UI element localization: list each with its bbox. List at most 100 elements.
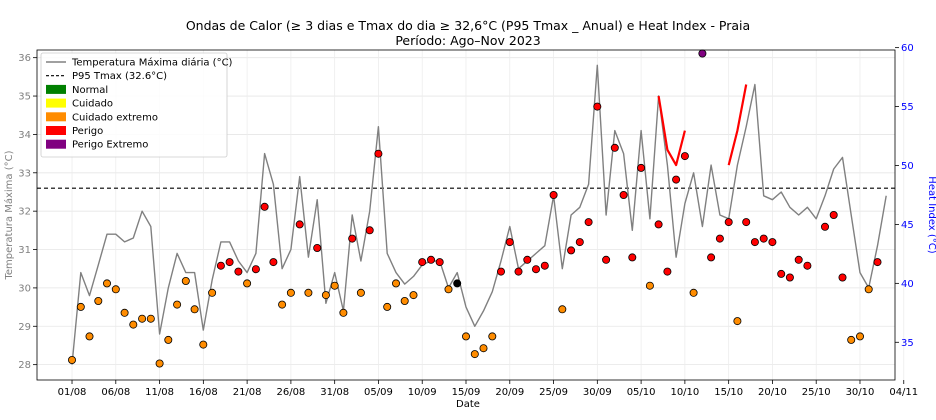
y-left-tick-label: 33 <box>18 168 31 179</box>
heat-index-point <box>356 288 365 297</box>
heat-index-point <box>759 234 768 243</box>
x-tick-label: 15/09 <box>452 387 481 398</box>
heat-index-point <box>435 258 444 267</box>
x-tick-label: 25/10 <box>802 387 831 398</box>
heat-index-point <box>76 302 85 311</box>
y-axis-left-title: Temperatura Máxima (°C) <box>3 150 15 280</box>
heat-index-point <box>838 273 847 282</box>
heat-index-point <box>330 281 339 290</box>
y-right-tick-label: 60 <box>901 43 914 54</box>
heat-wave-segment <box>657 95 686 167</box>
x-tick-label: 05/10 <box>627 387 656 398</box>
tmax-line-layer <box>71 64 887 365</box>
heat-index-point <box>514 267 523 276</box>
heat-index-point <box>208 288 217 297</box>
x-tick-label: 20/09 <box>495 387 524 398</box>
heat-index-point <box>803 261 812 270</box>
heat-index-point <box>733 317 742 326</box>
x-tick-label: 04/11 <box>889 387 918 398</box>
y-axis-right-title: Heat Index (°C) <box>926 176 936 253</box>
heat-index-point <box>68 355 77 364</box>
heat-index-point <box>216 261 225 270</box>
chart-title-line1: Ondas de Calor (≥ 3 dias e Tmax do dia ≥… <box>186 18 750 33</box>
legend-swatch-patch <box>46 139 66 149</box>
heat-index-point <box>409 291 418 300</box>
heat-index-point <box>173 300 182 309</box>
y-right-tick-label: 40 <box>901 279 914 290</box>
heat-index-point <box>479 344 488 353</box>
heat-index-point <box>540 261 549 270</box>
heat-index-point <box>523 255 532 264</box>
heat-index-point <box>496 267 505 276</box>
x-axis: 01/08 06/08 11/08 16/08 21/08 26/08 31/08 05/09… <box>58 380 918 398</box>
heat-index-point <box>575 238 584 247</box>
heat-index-point <box>313 243 322 252</box>
heat-index-point <box>532 265 541 274</box>
y-right-tick-label: 55 <box>901 102 914 113</box>
heat-index-point <box>707 253 716 262</box>
heat-index-point <box>111 285 120 294</box>
heat-index-point <box>637 163 646 172</box>
heat-index-point <box>269 258 278 267</box>
legend-box <box>40 52 228 158</box>
heat-index-point <box>768 238 777 247</box>
heat-index-point <box>873 258 882 267</box>
heat-index-point <box>864 285 873 294</box>
heat-index-point <box>628 253 637 262</box>
x-tick-label: 01/08 <box>58 387 87 398</box>
heat-index-point <box>750 238 759 247</box>
heat-index-point <box>680 152 689 161</box>
heat-index-point <box>645 281 654 290</box>
legend-label: Cuidado extremo <box>72 112 158 123</box>
heat-index-point <box>856 332 865 341</box>
heat-index-point <box>847 335 856 344</box>
heat-index-point <box>785 273 794 282</box>
heat-index-point <box>567 246 576 255</box>
heat-index-point <box>251 265 260 274</box>
y-left-tick-label: 30 <box>18 283 31 294</box>
heat-index-point <box>724 218 733 227</box>
heat-index-point <box>488 332 497 341</box>
x-tick-label: 05/09 <box>364 387 393 398</box>
heat-index-point <box>278 300 287 309</box>
heat-index-point <box>829 210 838 219</box>
x-tick-label: 06/08 <box>101 387 130 398</box>
heat-index-points <box>68 49 882 368</box>
heat-index-point <box>155 359 164 368</box>
x-tick-label: 10/09 <box>408 387 437 398</box>
heat-index-point <box>138 314 147 323</box>
legend-swatch-patch <box>46 126 66 135</box>
x-tick-label: 30/09 <box>583 387 612 398</box>
heat-index-point <box>821 222 830 231</box>
y-right-tick-label: 50 <box>901 161 914 172</box>
heat-index-point <box>383 302 392 311</box>
heat-index-point <box>698 49 707 58</box>
heat-index-point <box>391 279 400 288</box>
heat-index-point <box>400 296 409 305</box>
heat-index-point <box>549 190 558 199</box>
heat-index-point <box>470 350 479 359</box>
heat-index-point <box>426 255 435 264</box>
heat-index-point <box>689 288 698 297</box>
heat-index-point <box>260 202 269 211</box>
heat-index-point <box>593 102 602 111</box>
y-right-tick-label: 45 <box>901 220 914 231</box>
heat-index-point <box>715 234 724 243</box>
heat-index-point <box>453 279 462 288</box>
heat-index-point <box>444 285 453 294</box>
heat-index-point <box>794 255 803 264</box>
legend-swatch-patch <box>46 84 66 94</box>
heat-index-point <box>777 269 786 278</box>
x-tick-label: 20/10 <box>758 387 787 398</box>
heat-index-point <box>225 258 234 267</box>
heat-index-point <box>374 149 383 158</box>
heat-index-point <box>181 276 190 285</box>
y-left-tick-label: 34 <box>18 130 31 141</box>
heat-index-point <box>199 340 208 349</box>
heat-index-point <box>365 226 374 235</box>
heat-index-point <box>164 335 173 344</box>
heat-index-point <box>120 308 129 317</box>
heat-wave-segment <box>727 84 748 166</box>
heat-index-point <box>610 143 619 152</box>
